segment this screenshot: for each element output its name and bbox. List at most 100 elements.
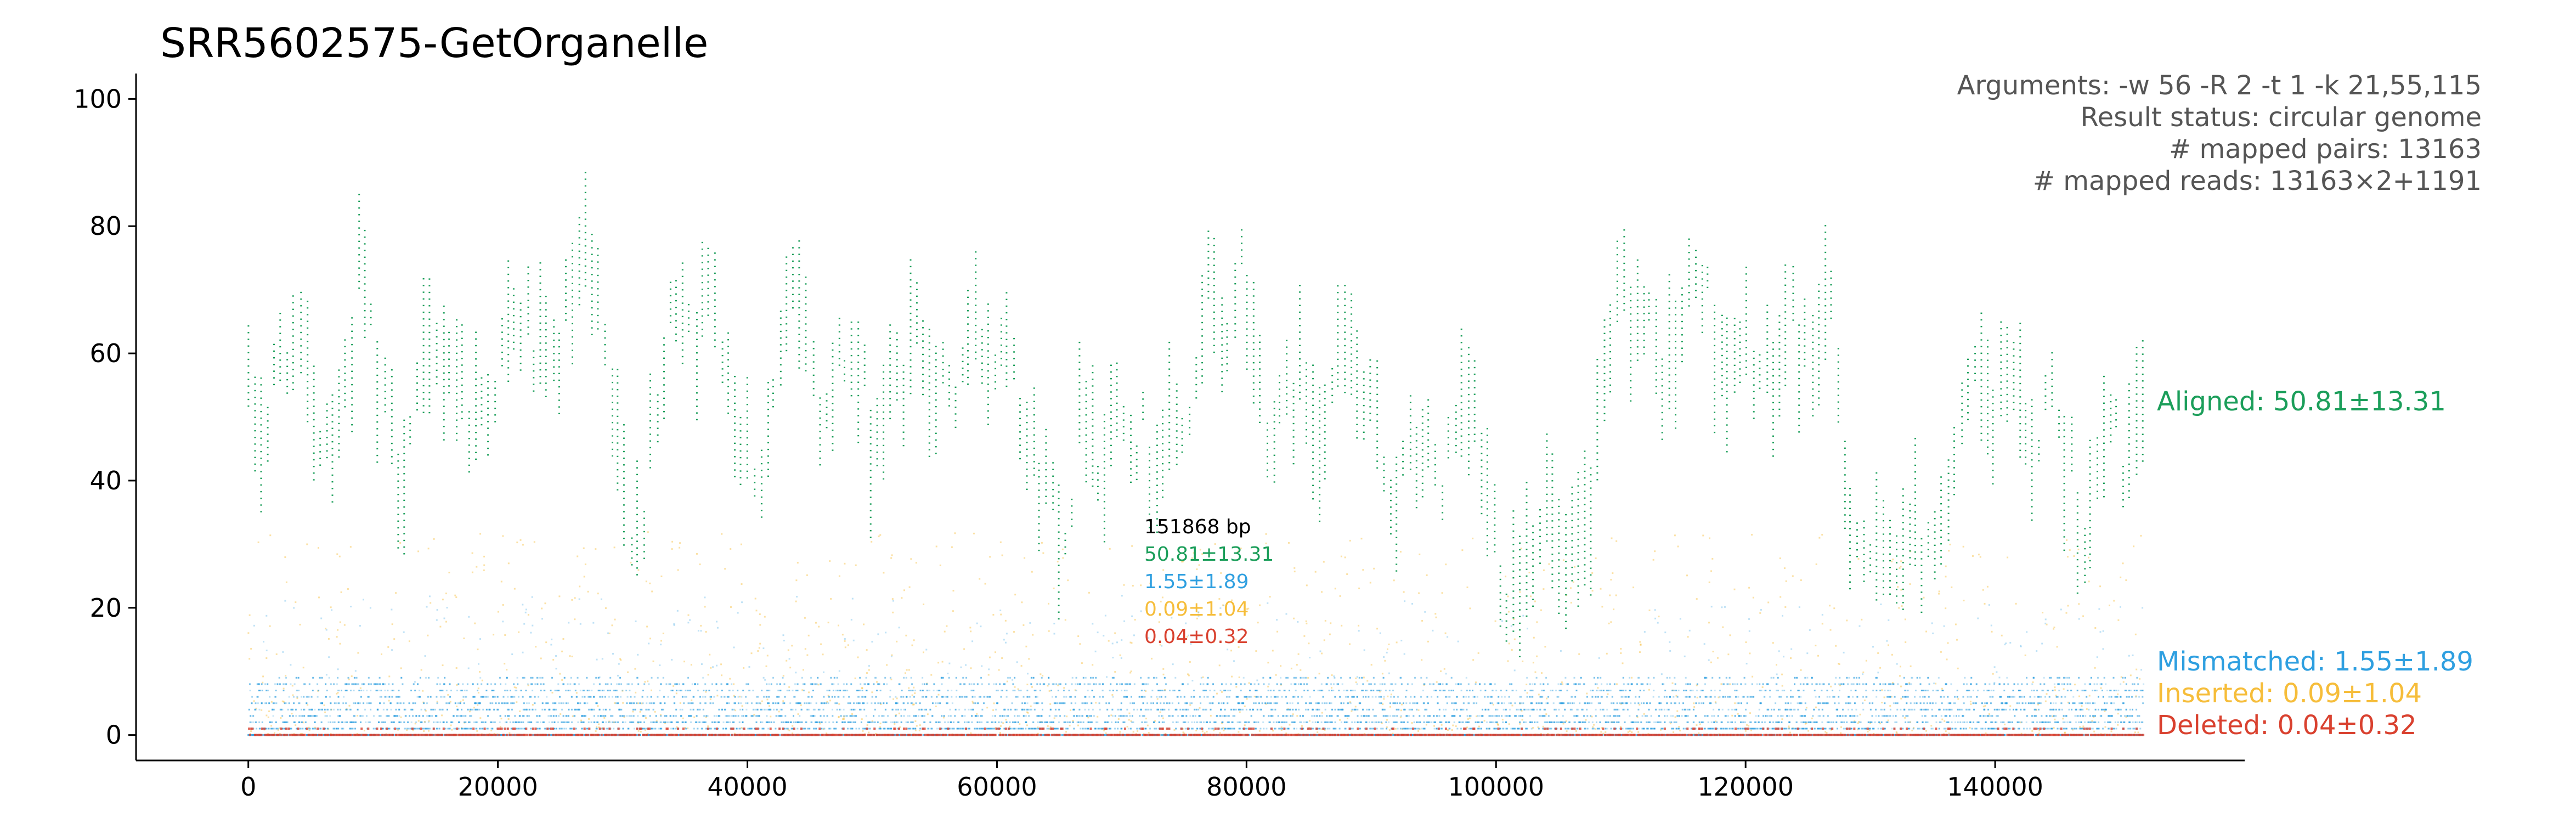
mismatched-point — [1014, 715, 1016, 717]
inserted-point — [1108, 640, 1110, 642]
inserted-point — [1807, 730, 1810, 732]
mismatched-point — [404, 708, 406, 711]
mismatched-point — [626, 683, 629, 685]
mismatched-point — [951, 696, 953, 698]
mismatched-point — [696, 715, 698, 717]
mismatched-point — [761, 721, 764, 723]
mismatched-point — [1050, 721, 1053, 723]
mismatched-point — [353, 683, 355, 685]
mismatched-point — [933, 683, 935, 685]
mismatched-point — [297, 702, 300, 704]
mismatched-point — [428, 715, 431, 717]
mismatched-point — [617, 721, 619, 723]
inserted-point — [339, 642, 341, 645]
mismatched-point — [428, 677, 430, 679]
mismatched-point — [884, 677, 886, 679]
inserted-point — [561, 650, 563, 652]
mismatched-point — [912, 690, 914, 691]
inserted-point — [476, 730, 478, 732]
inserted-point — [535, 646, 537, 648]
mismatched-point — [891, 721, 894, 723]
inserted-point — [2053, 628, 2055, 630]
mismatched-point — [1012, 728, 1014, 730]
mismatched-point — [704, 696, 707, 698]
mismatched-point — [1018, 728, 1020, 730]
mismatched-point — [660, 721, 662, 723]
mismatched-point — [541, 708, 544, 711]
mismatched-point — [851, 728, 854, 730]
mismatched-point — [487, 715, 489, 717]
inserted-point — [1436, 681, 1438, 683]
inserted-point — [2078, 603, 2080, 605]
inserted-point — [1686, 574, 1688, 577]
mismatched-point — [349, 708, 352, 711]
mismatched-point — [577, 721, 579, 723]
inserted-point — [1957, 667, 1959, 669]
inserted-point — [1945, 730, 1947, 732]
mismatched-point — [886, 683, 888, 685]
mismatched-point — [292, 715, 294, 717]
mismatched-point — [859, 702, 861, 704]
inserted-point — [1191, 557, 1193, 559]
mismatched-point — [668, 683, 670, 685]
mismatched-point — [379, 734, 381, 736]
mismatched-point — [355, 677, 358, 679]
mismatched-point — [510, 690, 511, 691]
inserted-point — [1891, 560, 1893, 562]
inserted-point — [580, 719, 583, 721]
inserted-point — [786, 659, 788, 662]
inserted-point — [651, 689, 652, 691]
mismatched-point — [330, 683, 332, 685]
mismatched-point — [990, 728, 992, 730]
mismatched-point — [667, 696, 669, 698]
inserted-point — [1671, 682, 1674, 684]
mismatched-point — [799, 702, 801, 704]
mismatched-point — [962, 728, 964, 730]
inserted-point — [827, 695, 829, 697]
mismatched-point — [611, 683, 612, 685]
inserted-point — [1565, 720, 1567, 722]
inserted-point — [1074, 689, 1076, 691]
inserted-point — [541, 607, 543, 610]
mismatched-point — [582, 690, 584, 691]
inserted-point — [995, 651, 996, 653]
mismatched-point — [1054, 702, 1057, 704]
mismatched-point — [479, 702, 481, 704]
mismatched-point — [498, 702, 500, 704]
mismatched-point — [598, 690, 601, 691]
inserted-point — [1441, 592, 1443, 594]
mismatched-point — [971, 708, 974, 711]
mismatched-point — [337, 690, 339, 691]
inserted-point — [262, 675, 264, 678]
inserted-point — [1840, 732, 1842, 734]
mismatched-point — [816, 683, 818, 685]
mismatched-point — [690, 715, 691, 717]
mismatched-point — [895, 702, 897, 704]
mismatched-point — [1031, 728, 1033, 730]
inserted-point — [1748, 587, 1750, 589]
mismatched-point — [641, 696, 643, 698]
inserted-point — [2020, 732, 2023, 735]
inserted-point — [2136, 668, 2138, 670]
mismatched-point — [1057, 690, 1059, 691]
mismatched-point — [917, 715, 919, 717]
inserted-point — [806, 654, 809, 656]
inserted-point — [1344, 556, 1346, 559]
mismatched-point — [767, 690, 770, 691]
mismatched-point — [324, 728, 326, 730]
inserted-point — [999, 731, 1001, 734]
inserted-point — [1272, 730, 1274, 732]
inserted-point — [1984, 704, 1986, 707]
mismatched-point — [579, 702, 581, 704]
mismatched-point — [559, 696, 561, 698]
inserted-point — [1238, 646, 1240, 648]
inserted-point — [679, 542, 681, 544]
inserted-point — [1595, 728, 1597, 730]
mismatched-point — [596, 728, 598, 730]
mismatched-point — [703, 721, 705, 723]
mismatched-point — [702, 696, 704, 698]
mismatched-point — [973, 683, 975, 685]
inserted-point — [649, 638, 651, 640]
mismatched-point — [459, 702, 461, 704]
inserted-point — [1047, 725, 1049, 727]
